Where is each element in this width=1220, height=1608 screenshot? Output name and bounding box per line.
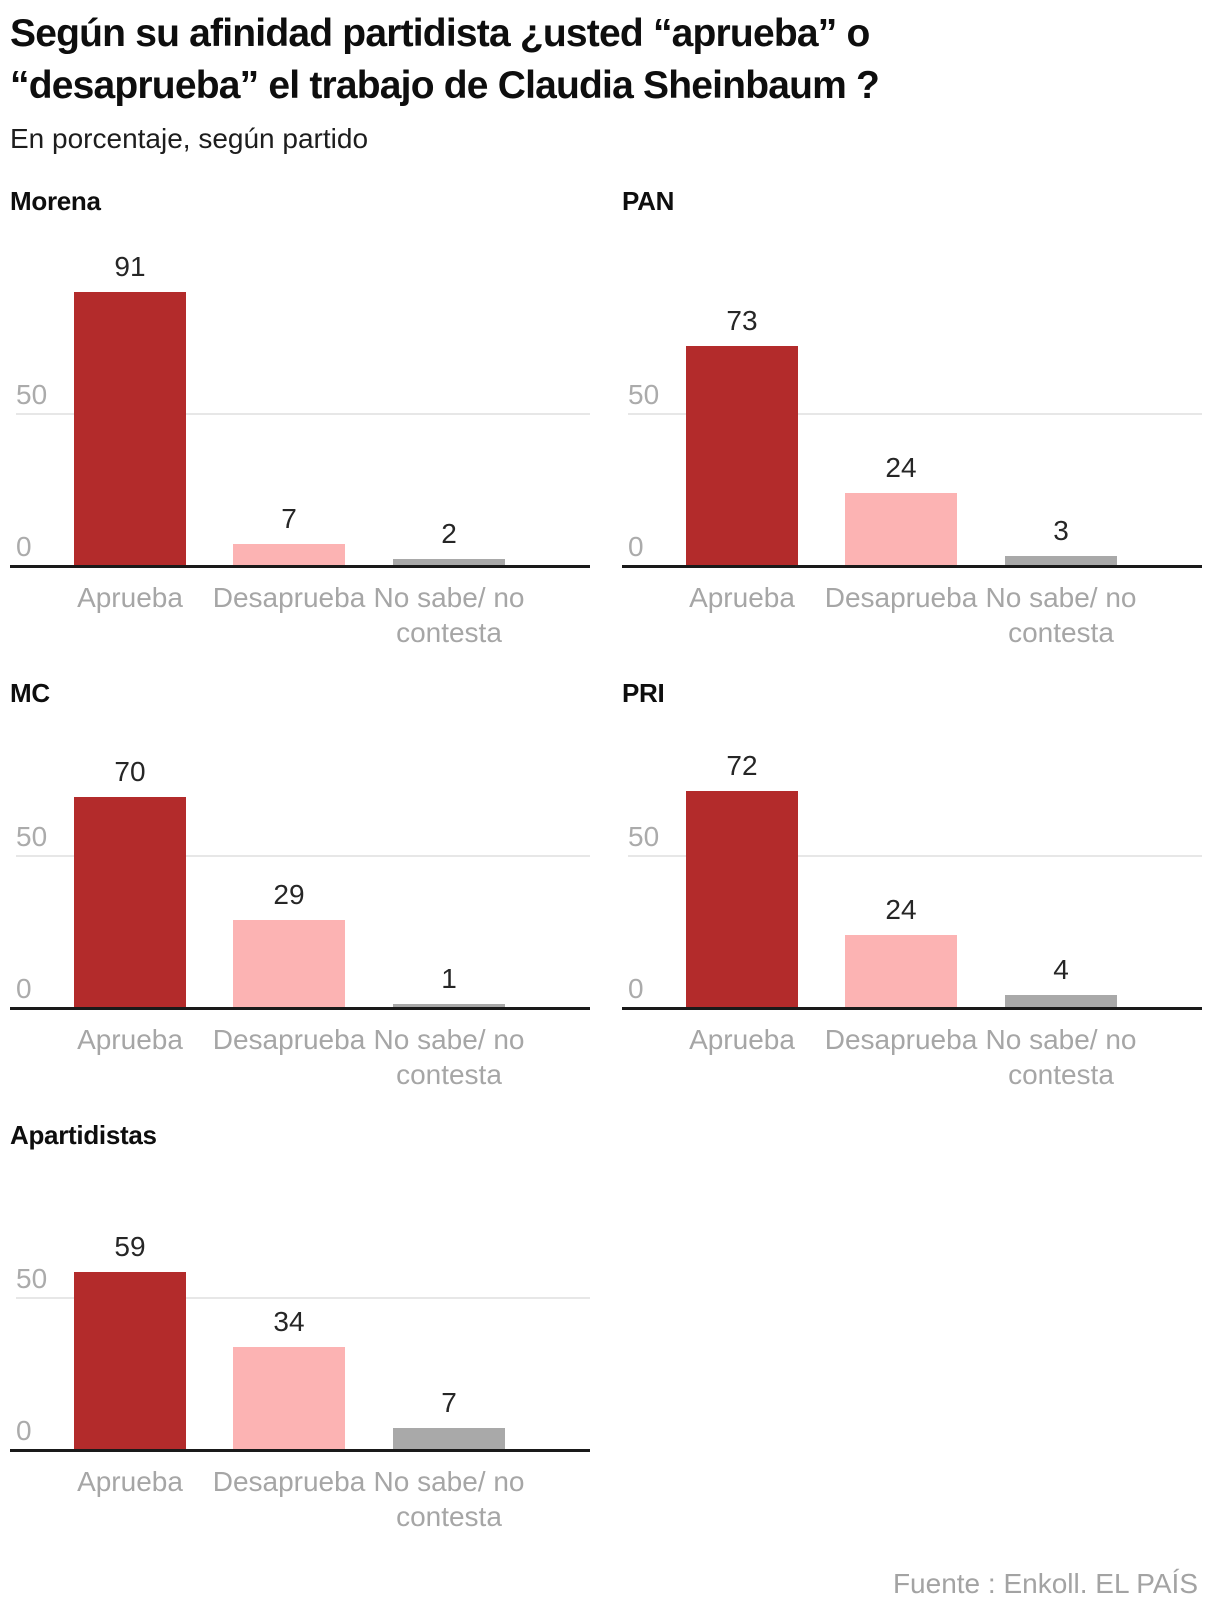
x-axis: Aprueba Desaprueba No sabe/ no contesta [622, 580, 1202, 660]
chart-panel-title: PRI [622, 678, 665, 708]
chart-header: Según su afinidad partidista ¿usted “apr… [10, 8, 1210, 156]
bar-no-sabe-no-contesta [393, 1428, 505, 1449]
x-axis: Aprueba Desaprueba No sabe/ no contesta [10, 580, 590, 660]
value-label-desaprueba: 24 [885, 452, 917, 483]
value-label-desaprueba: 34 [273, 1306, 305, 1337]
value-label-aprueba: 73 [726, 305, 758, 336]
y-axis-tick-label-50: 50 [628, 379, 660, 410]
x-tick-label-aprueba: Aprueba [77, 582, 183, 613]
value-label-aprueba: 59 [114, 1231, 146, 1262]
y-axis-tick-label-50: 50 [16, 1263, 48, 1294]
bar-no-sabe-no-contesta [1005, 995, 1117, 1007]
bar-desaprueba [233, 544, 345, 565]
x-axis: Aprueba Desaprueba No sabe/ no contesta [10, 1464, 590, 1544]
x-tick-label-aprueba: Aprueba [689, 582, 795, 613]
x-tick-label-no-sabe-no-contesta: No sabe/ no contesta [985, 582, 1137, 648]
chart-panel-title: Apartidistas [10, 1120, 157, 1150]
x-tick-label-desaprueba: Desaprueba [212, 1466, 366, 1497]
gridline-50 [16, 1297, 590, 1299]
chart-panel-title: MC [10, 678, 50, 708]
x-tick-label-aprueba: Aprueba [77, 1466, 183, 1497]
bar-desaprueba [233, 920, 345, 1007]
bar-no-sabe-no-contesta [393, 559, 505, 565]
gridline-50 [628, 413, 1202, 415]
value-label-desaprueba: 7 [281, 503, 297, 534]
page-title-line-1: Según su afinidad partidista ¿usted “apr… [10, 12, 870, 55]
chart-panel-pan: PAN 0 50 73 24 3 Aprueba Desaprueba No sabe/ no … [622, 186, 1202, 660]
x-axis: Aprueba Desaprueba No sabe/ no contesta [10, 1022, 590, 1102]
bar-aprueba [74, 292, 186, 565]
plot-area: 0 50 59 34 7 [10, 1159, 590, 1452]
chart-panel-title: Morena [10, 186, 101, 216]
value-label-no-sabe-no-contesta: 2 [441, 518, 457, 549]
x-tick-label-aprueba: Aprueba [77, 1024, 183, 1055]
y-axis-tick-label-50: 50 [16, 379, 48, 410]
value-label-no-sabe-no-contesta: 7 [441, 1387, 457, 1418]
y-axis-tick-label-50: 50 [628, 821, 660, 852]
value-label-desaprueba: 29 [273, 879, 305, 910]
bar-desaprueba [845, 935, 957, 1007]
x-tick-label-no-sabe-no-contesta: No sabe/ no contesta [373, 1466, 525, 1532]
bar-aprueba [686, 791, 798, 1007]
plot-area: 0 50 72 24 4 [622, 717, 1202, 1010]
bar-no-sabe-no-contesta [1005, 556, 1117, 565]
value-label-no-sabe-no-contesta: 3 [1053, 515, 1069, 546]
value-label-no-sabe-no-contesta: 1 [441, 963, 457, 994]
bar-desaprueba [233, 1347, 345, 1449]
x-tick-label-aprueba: Aprueba [689, 1024, 795, 1055]
chart-panel-pri: PRI 0 50 72 24 4 Aprueba Desaprueba No sabe/ no … [622, 678, 1202, 1102]
chart-panel-morena: Morena 0 50 91 7 2 Aprueba Desaprueba No sabe/ n… [10, 186, 590, 660]
gridline-50 [16, 413, 590, 415]
source-credit: Fuente : Enkoll. EL PAÍS [892, 1568, 1198, 1599]
y-axis-tick-label-0: 0 [16, 531, 32, 562]
plot-area: 0 50 91 7 2 [10, 225, 590, 568]
value-label-aprueba: 91 [114, 251, 146, 282]
charts-grid: Morena 0 50 91 7 2 Aprueba Desaprueba No sabe/ n… [10, 186, 1210, 1544]
y-axis-tick-label-50: 50 [16, 821, 48, 852]
value-label-no-sabe-no-contesta: 4 [1053, 954, 1069, 985]
y-axis-tick-label-0: 0 [628, 973, 644, 1004]
page-title-line-2: “desaprueba” el trabajo de Claudia Shein… [10, 64, 880, 107]
chart-panel-apartidistas: Apartidistas 0 50 59 34 7 Aprueba Desaprueba No … [10, 1120, 590, 1544]
page-subtitle: En porcentaje, según partido [10, 123, 369, 154]
value-label-aprueba: 70 [114, 756, 146, 787]
bar-desaprueba [845, 493, 957, 565]
plot-area: 0 50 70 29 1 [10, 717, 590, 1010]
chart-panel-title: PAN [622, 186, 675, 216]
x-tick-label-no-sabe-no-contesta: No sabe/ no contesta [373, 1024, 525, 1090]
y-axis-tick-label-0: 0 [16, 1415, 32, 1446]
bar-aprueba [74, 797, 186, 1007]
bar-aprueba [74, 1272, 186, 1449]
x-tick-label-desaprueba: Desaprueba [824, 1024, 978, 1055]
value-label-aprueba: 72 [726, 750, 758, 781]
x-tick-label-no-sabe-no-contesta: No sabe/ no contesta [373, 582, 525, 648]
y-axis-tick-label-0: 0 [16, 973, 32, 1004]
bar-no-sabe-no-contesta [393, 1004, 505, 1007]
x-tick-label-desaprueba: Desaprueba [212, 582, 366, 613]
gridline-50 [16, 855, 590, 857]
y-axis-tick-label-0: 0 [628, 531, 644, 562]
x-tick-label-no-sabe-no-contesta: No sabe/ no contesta [985, 1024, 1137, 1090]
plot-area: 0 50 73 24 3 [622, 225, 1202, 568]
chart-panel-mc: MC 0 50 70 29 1 Aprueba Desaprueba No sabe/ no c… [10, 678, 590, 1102]
value-label-desaprueba: 24 [885, 894, 917, 925]
x-axis: Aprueba Desaprueba No sabe/ no contesta [622, 1022, 1202, 1102]
x-tick-label-desaprueba: Desaprueba [212, 1024, 366, 1055]
x-tick-label-desaprueba: Desaprueba [824, 582, 978, 613]
bar-aprueba [686, 346, 798, 565]
gridline-50 [628, 855, 1202, 857]
